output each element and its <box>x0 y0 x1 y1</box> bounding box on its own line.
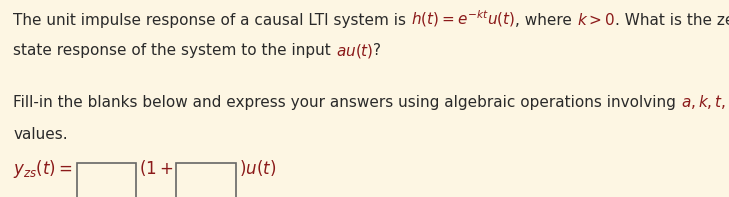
FancyBboxPatch shape <box>176 163 235 197</box>
Text: Fill-in the blanks below and express your answers using algebraic operations inv: Fill-in the blanks below and express you… <box>13 95 681 110</box>
Text: , where: , where <box>515 13 577 28</box>
FancyBboxPatch shape <box>77 163 136 197</box>
Text: $a, k, t,$: $a, k, t,$ <box>681 93 726 111</box>
Text: $y_{zs}(t) =$: $y_{zs}(t) =$ <box>13 158 73 180</box>
Text: $h(t) = e^{-kt}u(t)$: $h(t) = e^{-kt}u(t)$ <box>411 8 515 29</box>
Text: $au(t)$: $au(t)$ <box>336 42 373 60</box>
Text: $k > 0$: $k > 0$ <box>577 12 615 28</box>
Text: $)u(t)$: $)u(t)$ <box>238 158 276 178</box>
Text: state response of the system to the input: state response of the system to the inpu… <box>13 43 336 58</box>
Text: The unit impulse response of a causal LTI system is: The unit impulse response of a causal LT… <box>13 13 411 28</box>
Text: and constant: and constant <box>726 95 729 110</box>
Text: values.: values. <box>13 127 68 142</box>
Text: . What is the zero-: . What is the zero- <box>615 13 729 28</box>
Text: ?: ? <box>373 43 381 58</box>
Text: $(1+$: $(1+$ <box>139 158 174 178</box>
